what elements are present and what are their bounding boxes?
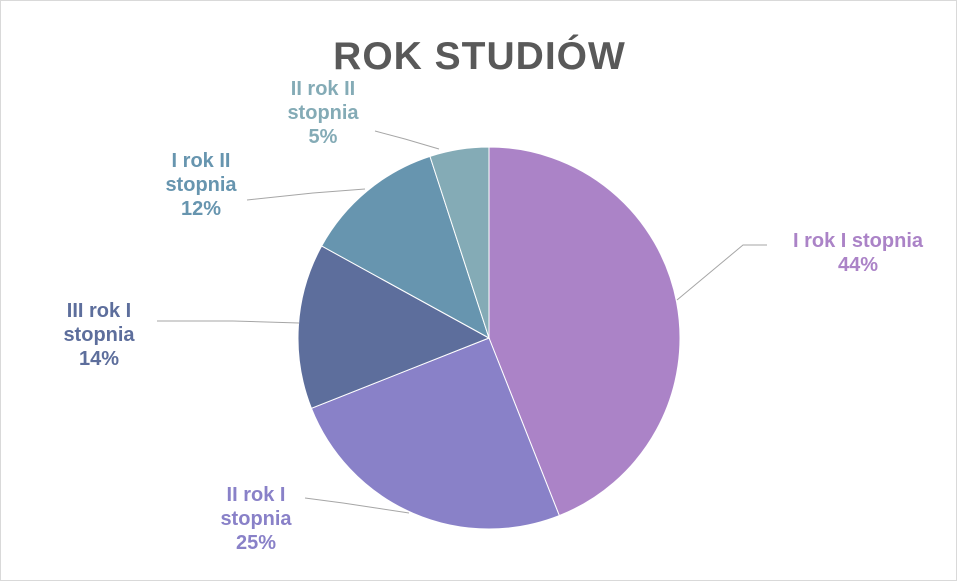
data-label-text: II rok II xyxy=(290,78,356,100)
data-label-5: II rok II stopnia 5% xyxy=(263,77,383,149)
pie-slice-3 xyxy=(297,245,491,409)
data-label-text: stopnia xyxy=(220,508,292,530)
data-label-text: stopnia xyxy=(287,102,359,124)
leader-line-3 xyxy=(157,320,300,324)
data-label-percent: 14% xyxy=(78,348,120,370)
data-label-1: I rok I stopnia 44% xyxy=(763,229,953,277)
pie-slice-1 xyxy=(488,146,681,517)
chart-title: ROK STUDIÓW xyxy=(333,35,626,78)
pie-slice-2 xyxy=(310,337,560,530)
data-label-text: I rok I stopnia xyxy=(792,230,924,252)
data-label-percent: 25% xyxy=(235,532,277,554)
data-label-text: stopnia xyxy=(63,324,135,346)
data-label-percent: 44% xyxy=(837,254,879,276)
pie-slice-4 xyxy=(320,155,490,340)
data-label-text: I rok II xyxy=(171,150,231,172)
data-label-percent: 12% xyxy=(180,198,222,220)
leader-line-1 xyxy=(676,244,767,301)
data-label-text: II rok I xyxy=(226,484,286,506)
leader-line-2 xyxy=(304,497,410,514)
data-label-text: III rok I xyxy=(66,300,132,322)
leader-line-5 xyxy=(374,130,440,150)
leader-line-4 xyxy=(246,188,366,201)
pie-slice-5 xyxy=(429,146,490,339)
data-label-percent: 5% xyxy=(308,126,338,148)
data-label-4: I rok II stopnia 12% xyxy=(141,149,261,221)
data-label-text: stopnia xyxy=(165,174,237,196)
